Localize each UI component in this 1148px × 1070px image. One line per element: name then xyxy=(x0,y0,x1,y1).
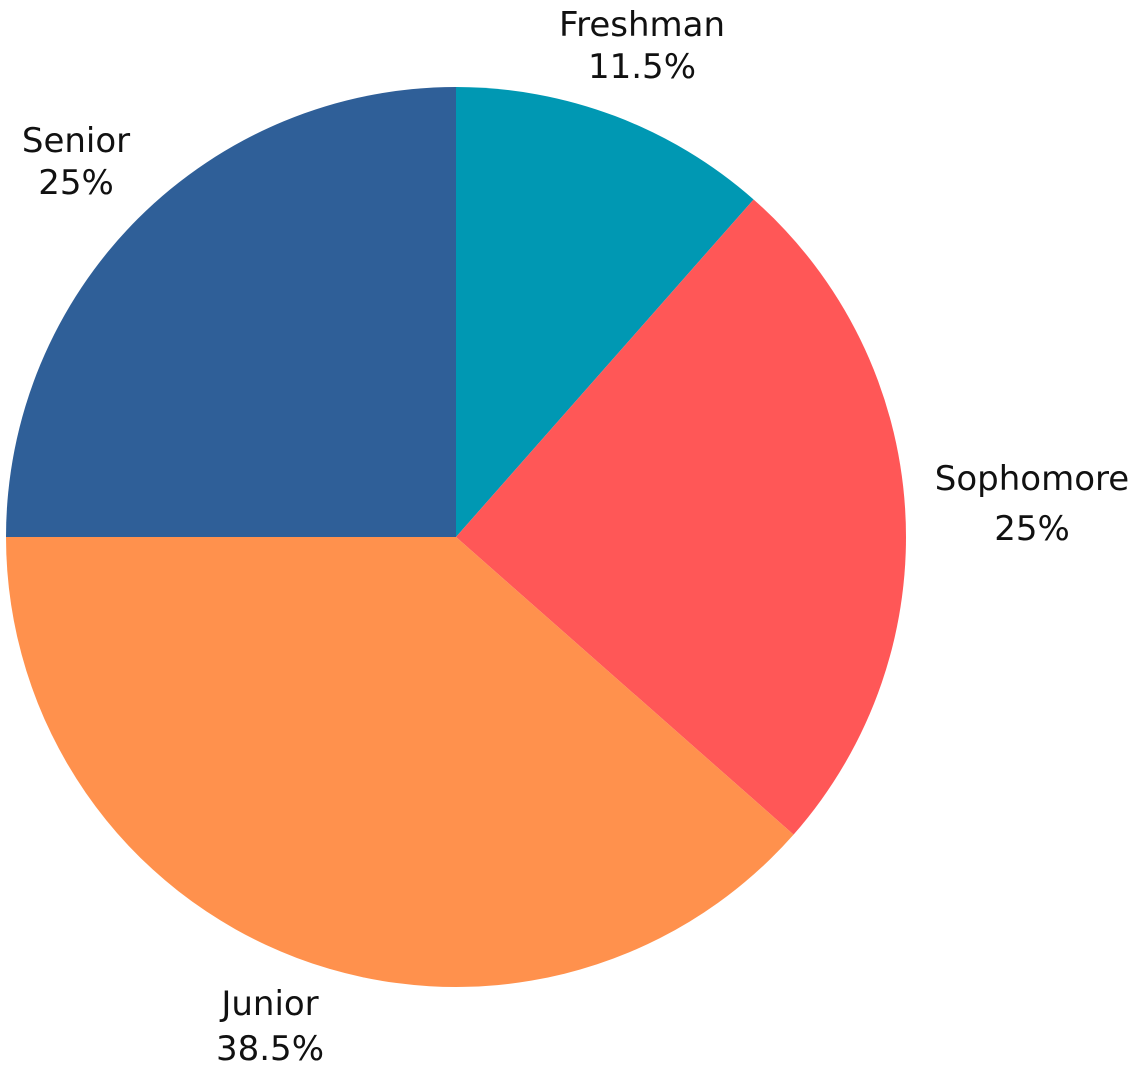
pie-slice-junior xyxy=(6,537,794,988)
slice-category-label-freshman: Freshman xyxy=(559,5,725,45)
pie-slice-sophomore xyxy=(456,199,906,835)
slice-category-label-sophomore: Sophomore xyxy=(935,459,1129,499)
slice-value-label-senior: 25% xyxy=(38,163,114,203)
pie-slice-freshman xyxy=(456,87,754,537)
pie-slice-senior xyxy=(6,87,456,537)
slice-category-label-senior: Senior xyxy=(22,121,130,161)
slice-value-label-sophomore: 25% xyxy=(994,509,1070,549)
slice-value-label-freshman: 11.5% xyxy=(588,47,696,87)
slice-value-label-junior: 38.5% xyxy=(216,1029,324,1069)
slice-category-label-junior: Junior xyxy=(219,984,318,1024)
pie-slices xyxy=(6,87,906,988)
